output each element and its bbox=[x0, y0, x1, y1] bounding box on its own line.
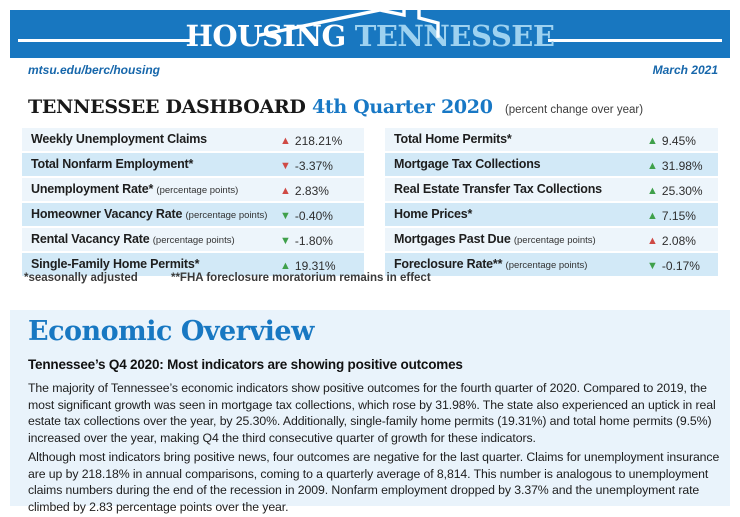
indicator-value: -0.17% bbox=[661, 259, 700, 273]
economic-overview-section: Economic Overview Tennessee’s Q4 2020: M… bbox=[10, 310, 730, 514]
indicator-value: -3.37% bbox=[294, 159, 333, 173]
indicator-value: 9.45% bbox=[661, 134, 696, 148]
logo-tennessee-text: TENNESSEE bbox=[354, 19, 555, 53]
indicator-value: 7.15% bbox=[661, 209, 696, 223]
overview-paragraph-2: Although most indicators bring positive … bbox=[28, 450, 720, 514]
trend-arrow-icon: ▼ bbox=[647, 260, 658, 272]
overview-paragraph-1: The majority of Tennessee’s economic ind… bbox=[28, 381, 716, 445]
indicator-row-mortgage-tax-collections: Mortgage Tax Collections ▲ 31.98% bbox=[385, 153, 718, 176]
dashboard-title-quarter: 4th Quarter 2020 bbox=[311, 96, 493, 118]
indicator-row-foreclosure-rate: Foreclosure Rate** (percentage points) ▼… bbox=[385, 253, 718, 276]
indicator-value: 2.08% bbox=[661, 234, 696, 248]
berc-housing-link[interactable]: mtsu.edu/berc/housing bbox=[28, 63, 161, 77]
indicator-value: 25.30% bbox=[661, 184, 703, 198]
trend-arrow-icon: ▲ bbox=[647, 185, 658, 197]
indicator-row-single-family-home-permits: Single-Family Home Permits* ▲ 19.31% bbox=[22, 253, 364, 276]
indicator-column-left: Weekly Unemployment Claims ▲ 218.21% Tota… bbox=[22, 128, 364, 278]
logo-housing-text: HOUSING bbox=[185, 19, 347, 53]
indicator-row-homeowner-vacancy-rate: Homeowner Vacancy Rate (percentage point… bbox=[22, 203, 364, 226]
trend-arrow-icon: ▼ bbox=[280, 210, 291, 222]
trend-arrow-icon: ▲ bbox=[647, 135, 658, 147]
indicator-row-mortgages-past-due: Mortgages Past Due (percentage points) ▲… bbox=[385, 228, 718, 251]
table-footnotes: *seasonally adjusted **FHA foreclosure m… bbox=[24, 272, 431, 284]
indicator-row-home-prices: Home Prices* ▲ 7.15% bbox=[385, 203, 718, 226]
footnote-seasonally-adjusted: *seasonally adjusted bbox=[24, 272, 138, 284]
dashboard-title-black: TENNESSEE DASHBOARD bbox=[28, 96, 306, 118]
banner-rule-right bbox=[548, 39, 722, 42]
trend-arrow-icon: ▲ bbox=[280, 260, 291, 272]
indicator-column-right: Total Home Permits* ▲ 9.45% Mortgage Tax … bbox=[385, 128, 718, 278]
banner-rule-left bbox=[18, 39, 190, 42]
indicator-value: 19.31% bbox=[294, 259, 336, 273]
footnote-fha-moratorium: **FHA foreclosure moratorium remains in … bbox=[170, 272, 431, 284]
trend-arrow-icon: ▲ bbox=[647, 210, 658, 222]
indicator-value: -0.40% bbox=[294, 209, 333, 223]
overview-title: Economic Overview bbox=[28, 316, 314, 347]
trend-arrow-icon: ▼ bbox=[280, 235, 291, 247]
indicator-row-total-home-permits: Total Home Permits* ▲ 9.45% bbox=[385, 128, 718, 151]
housing-tennessee-logo: HOUSING TENNESSEE bbox=[10, 15, 730, 57]
trend-arrow-icon: ▲ bbox=[280, 185, 291, 197]
indicator-row-rental-vacancy-rate: Rental Vacancy Rate (percentage points) … bbox=[22, 228, 364, 251]
indicator-value: 2.83% bbox=[294, 184, 329, 198]
issue-date: March 2021 bbox=[652, 63, 718, 77]
indicator-row-total-nonfarm-employment: Total Nonfarm Employment* ▼ -3.37% bbox=[22, 153, 364, 176]
overview-subtitle: Tennessee’s Q4 2020: Most indicators are… bbox=[28, 357, 463, 372]
indicator-row-real-estate-transfer-tax: Real Estate Transfer Tax Collections ▲ 25… bbox=[385, 178, 718, 201]
indicator-value: 31.98% bbox=[661, 159, 703, 173]
trend-arrow-icon: ▲ bbox=[280, 135, 291, 147]
indicator-row-weekly-unemployment-claims: Weekly Unemployment Claims ▲ 218.21% bbox=[22, 128, 364, 151]
indicator-row-unemployment-rate: Unemployment Rate* (percentage points) ▲… bbox=[22, 178, 364, 201]
trend-arrow-icon: ▲ bbox=[647, 235, 658, 247]
trend-arrow-icon: ▼ bbox=[280, 160, 291, 172]
header-banner: HOUSING TENNESSEE bbox=[10, 3, 730, 58]
dashboard-title: TENNESSEE DASHBOARD 4th Quarter 2020 (pe… bbox=[28, 96, 643, 118]
dashboard-title-note: (percent change over year) bbox=[504, 104, 644, 116]
trend-arrow-icon: ▲ bbox=[647, 160, 658, 172]
indicator-value: 218.21% bbox=[294, 134, 343, 148]
indicator-value: -1.80% bbox=[294, 234, 333, 248]
